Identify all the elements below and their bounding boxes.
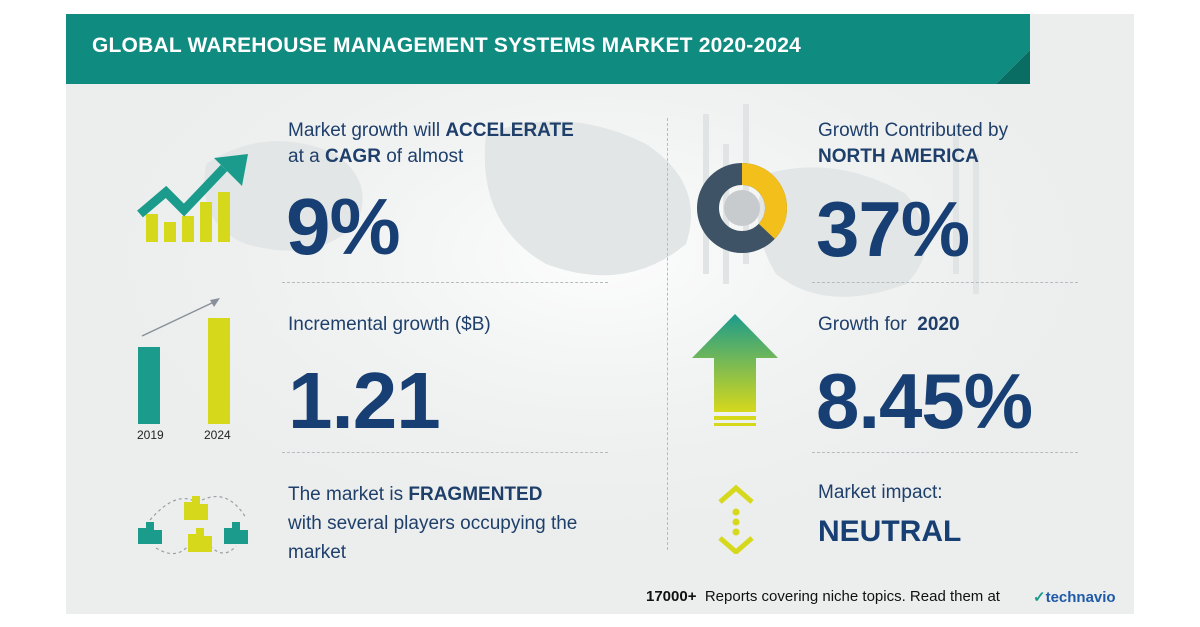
bar-comparison-icon xyxy=(138,298,230,424)
footer-text: Reports covering niche topics. Read them… xyxy=(704,588,1000,605)
technavio-logo[interactable]: ✓technavio xyxy=(1033,588,1116,606)
divider xyxy=(282,282,608,283)
up-arrow-icon xyxy=(692,314,778,426)
neutral-impact-icon xyxy=(718,484,754,554)
infographic-card xyxy=(66,14,1134,614)
impact-value: NEUTRAL xyxy=(818,515,962,548)
incremental-growth-value: 1.21 xyxy=(288,356,441,445)
donut-share-arc xyxy=(697,163,787,253)
region-donut-icon xyxy=(697,163,787,253)
cagr-label: Market growth will ACCELERATE at a CAGR … xyxy=(288,120,574,167)
bar-label-2019: 2019 xyxy=(137,428,164,442)
technavio-mark-icon: ✓ xyxy=(1033,589,1046,606)
footer: 17000+ Reports covering niche topics. Re… xyxy=(646,588,1000,605)
technavio-brand-text: technavio xyxy=(1045,589,1116,606)
header-banner xyxy=(66,14,1030,84)
footer-count: 17000+ xyxy=(646,588,697,605)
column-divider xyxy=(667,118,668,550)
fragmented-buildings-icon xyxy=(138,496,248,555)
market-structure-text: The market is FRAGMENTED with several pl… xyxy=(288,484,578,563)
incremental-growth-label: Incremental growth ($B) xyxy=(288,314,491,335)
region-share-value: 37% xyxy=(816,185,970,273)
divider xyxy=(812,282,1078,283)
region-label: Growth Contributed by NORTH AMERICA xyxy=(818,120,1009,167)
divider xyxy=(812,452,1078,453)
impact-label: Market impact: xyxy=(818,482,943,503)
bar-label-2024: 2024 xyxy=(204,428,231,442)
cagr-value: 9% xyxy=(286,182,401,271)
donut-center xyxy=(724,190,760,226)
yoy-value: 8.45% xyxy=(816,357,1033,445)
yoy-label: Growth for 2020 xyxy=(818,314,960,335)
growth-chart-icon xyxy=(137,154,248,242)
page-title: GLOBAL WAREHOUSE MANAGEMENT SYSTEMS MARK… xyxy=(92,34,801,57)
world-map-background xyxy=(66,14,1134,614)
divider xyxy=(282,452,608,453)
